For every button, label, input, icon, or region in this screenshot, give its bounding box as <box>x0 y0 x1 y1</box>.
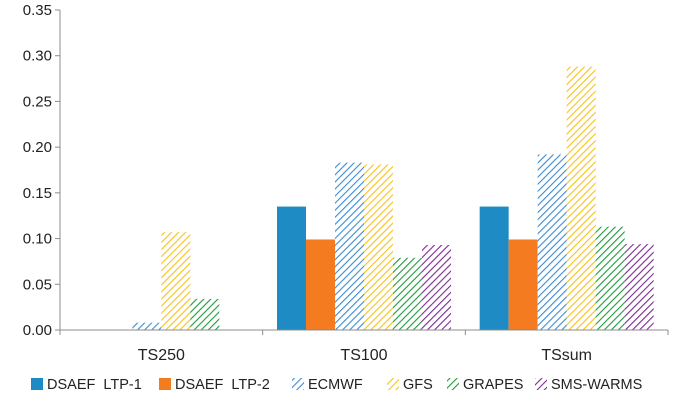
legend-item: GFS <box>387 377 433 393</box>
bar-sms-warms-tssum <box>624 244 654 330</box>
y-tick-label: 0.20 <box>23 139 52 156</box>
y-tick-label: 0.25 <box>23 93 52 110</box>
bar-sms-warms-ts100 <box>422 244 451 330</box>
legend: DSAEF LTP-1 DSAEF LTP-2 ECMWF GFS GRAPES SMS-… <box>31 377 642 393</box>
bar-gfs-ts250 <box>161 232 191 330</box>
legend-swatch <box>535 378 547 390</box>
bar-ecmwf-ts250 <box>132 322 162 330</box>
y-axis: 0.00 0.05 0.10 0.15 0.20 0.25 0.30 0.35 <box>23 2 61 339</box>
legend-swatch <box>447 378 459 390</box>
x-category-label: TSsum <box>541 347 592 364</box>
y-tick-label: 0.30 <box>23 48 52 65</box>
bar-dsaef-ltp-2-tssum <box>508 239 538 330</box>
legend-label: GRAPES <box>463 377 523 393</box>
x-category-label: TS250 <box>138 347 185 364</box>
legend-label: DSAEF LTP-1 <box>47 377 142 393</box>
bar-grapes-ts100 <box>393 257 422 330</box>
legend-swatch <box>387 378 399 390</box>
bar-ecmwf-ts100 <box>335 162 364 330</box>
x-category-label: TS100 <box>340 347 387 364</box>
legend-item: GRAPES <box>447 377 523 393</box>
bars <box>132 66 654 330</box>
legend-item: DSAEF LTP-1 <box>31 377 142 393</box>
legend-label: GFS <box>403 377 433 393</box>
bar-grapes-ts250 <box>190 298 220 330</box>
legend-swatch <box>292 378 304 390</box>
legend-label: SMS-WARMS <box>551 377 642 393</box>
legend-swatch <box>159 378 171 390</box>
y-tick-label: 0.10 <box>23 231 52 248</box>
y-tick-label: 0.00 <box>23 322 52 339</box>
legend-item: ECMWF <box>292 377 363 393</box>
legend-label: ECMWF <box>308 377 363 393</box>
bar-dsaef-ltp-2-ts100 <box>306 239 335 330</box>
y-tick-label: 0.15 <box>23 185 52 202</box>
bar-dsaef-ltp-1-ts100 <box>277 206 306 330</box>
x-axis: TS250 TS100 TSsum <box>59 329 669 364</box>
legend-label: DSAEF LTP-2 <box>175 377 270 393</box>
legend-item: DSAEF LTP-2 <box>159 377 270 393</box>
legend-swatch <box>31 378 43 390</box>
y-tick-label: 0.05 <box>23 276 52 293</box>
bar-ecmwf-tssum <box>537 154 567 330</box>
bar-gfs-tssum <box>566 66 596 330</box>
bar-gfs-ts100 <box>364 164 393 330</box>
legend-item: SMS-WARMS <box>535 377 642 393</box>
bar-grapes-tssum <box>595 226 625 330</box>
y-tick-label: 0.35 <box>23 2 52 19</box>
bar-dsaef-ltp-1-tssum <box>479 206 509 330</box>
